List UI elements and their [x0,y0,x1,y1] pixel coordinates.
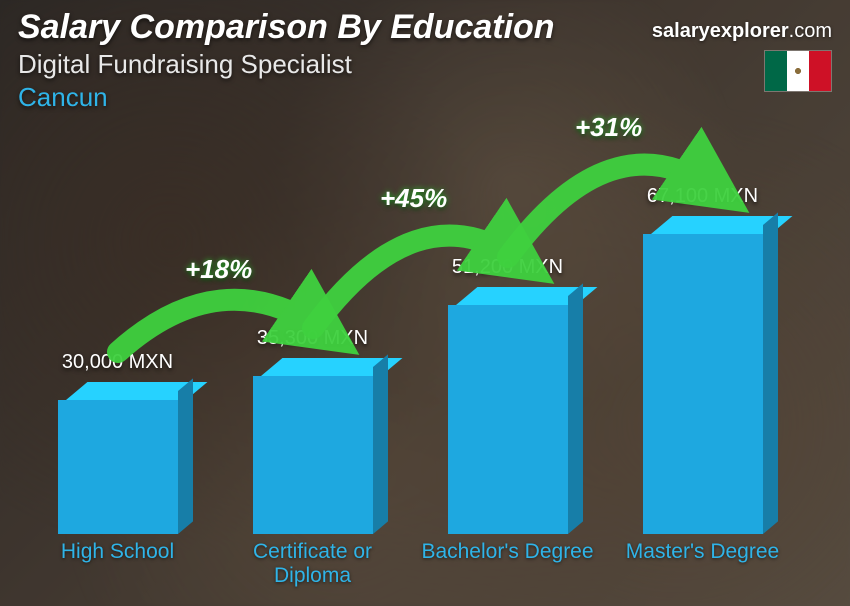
flag-stripe-white [787,51,809,91]
flag-mexico-icon [764,50,832,92]
increase-label-1: +18% [185,254,252,285]
bar-side-face [568,283,583,534]
increase-label-3: +31% [575,112,642,143]
bar-category-label: Master's Degree [626,540,779,590]
bar-category-label: High School [61,540,174,590]
bar-side-face [763,212,778,534]
brand-watermark: salaryexplorer.com [652,20,832,43]
flag-stripe-red [809,51,831,91]
bar-category-label: Certificate or Diploma [215,540,410,590]
chart-subtitle: Digital Fundraising Specialist [18,49,832,80]
bar-category-label: Bachelor's Degree [421,540,593,590]
brand-name-rest: .com [789,20,832,42]
flag-stripe-green [765,51,787,91]
increase-label-2: +45% [380,183,447,214]
brand-name-bold: salaryexplorer [652,20,789,42]
bar-side-face [373,354,388,534]
